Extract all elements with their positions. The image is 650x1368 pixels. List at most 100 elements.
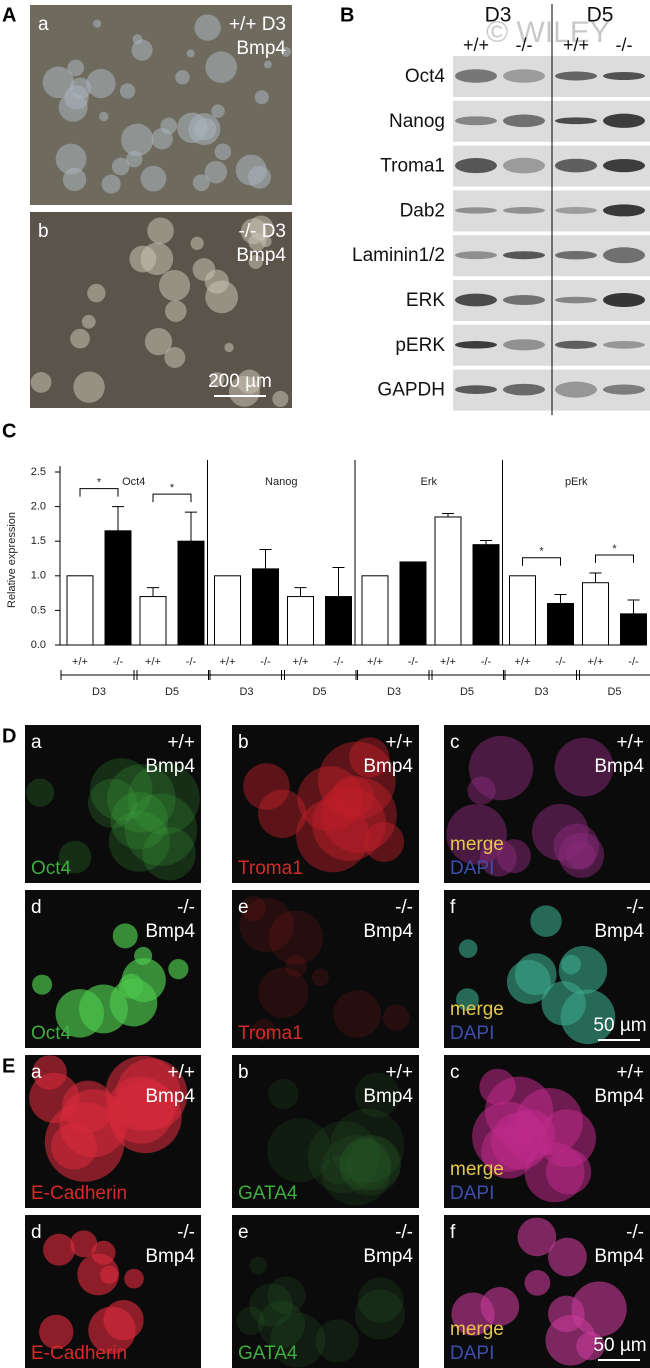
watermark: © WILEY [486, 16, 610, 49]
image-treatment: Bmp4 [236, 38, 286, 59]
image-treatment: Bmp4 [594, 1086, 644, 1107]
protein-label: ERK [406, 290, 445, 311]
significance-label: * [612, 543, 617, 555]
fluorescent-signal [517, 1217, 557, 1257]
image-genotype: -/- D3 [239, 221, 287, 242]
colony [164, 347, 186, 368]
colony [175, 70, 190, 85]
y-tick-label: 1.0 [31, 570, 46, 582]
fluorescent-signal [239, 897, 294, 953]
error-bar [147, 587, 159, 597]
genotype-header: -/- [516, 35, 533, 55]
fluorescent-signal [479, 1068, 516, 1106]
scale-bar-label: 50 µm [593, 1335, 646, 1356]
colony [62, 167, 87, 192]
blot-band [455, 207, 497, 214]
micrograph [232, 725, 419, 883]
day-bracket [208, 670, 285, 680]
image-letter: d [31, 897, 42, 918]
image-letter: b [238, 732, 249, 753]
fluorescent-signal [243, 763, 290, 810]
image-letter: a [38, 14, 49, 35]
colony [205, 51, 237, 83]
fluorescent-signal [268, 910, 324, 965]
fluorescent-signal [257, 789, 307, 839]
day-bracket [60, 670, 138, 680]
fluorescent-signal [490, 1112, 549, 1170]
colony [73, 371, 105, 403]
fluorescent-signal [312, 787, 387, 861]
image-treatment: Bmp4 [363, 1246, 413, 1267]
image-letter: a [31, 732, 42, 753]
colony [131, 39, 153, 61]
group-label: Erk [421, 476, 438, 488]
colony [186, 49, 195, 58]
micrograph [232, 1215, 419, 1368]
fluorescent-signal [107, 764, 176, 833]
fluorescent-signal [318, 741, 396, 820]
colony [111, 157, 130, 176]
stain-label: merge [450, 834, 504, 855]
stain-label: E-Cadherin [31, 1183, 127, 1204]
fluorescent-signal [249, 1283, 293, 1327]
blot-band [455, 385, 497, 394]
genotype-header: -/- [616, 35, 633, 55]
colony [204, 269, 229, 294]
error-bar [185, 511, 197, 542]
colony [194, 14, 221, 41]
fluorescent-signal [240, 895, 266, 921]
protein-label: GAPDH [377, 380, 445, 401]
fluorescent-signal [541, 981, 586, 1026]
day-label: D3 [239, 686, 253, 698]
fluorescent-signal [330, 1108, 405, 1183]
fluorescent-signal [383, 1004, 410, 1031]
fluorescent-signal [331, 775, 374, 818]
blot-band [555, 340, 597, 349]
colony [86, 68, 116, 99]
significance-label: * [97, 477, 102, 489]
fluorescent-signal [252, 1018, 275, 1042]
fluorescent-signal [249, 1256, 267, 1275]
image-treatment: Bmp4 [145, 921, 195, 942]
image-genotype: +/+ [168, 732, 195, 753]
colony [42, 66, 75, 99]
fluorescent-signal [124, 1268, 144, 1289]
fluorescent-signal [168, 959, 189, 980]
fluorescent-signal [270, 1312, 326, 1368]
day-label: D5 [607, 686, 621, 698]
x-tick-label: -/- [555, 656, 566, 668]
colony [224, 342, 234, 353]
fluorescent-signal [109, 1080, 182, 1154]
fluorescent-signal [358, 1277, 404, 1323]
colony [281, 46, 292, 57]
protein-label: pERK [395, 335, 445, 356]
y-tick-label: 2.5 [31, 466, 46, 478]
blot-band [503, 339, 545, 351]
blot-band [603, 113, 645, 128]
fluorescent-signal [315, 1319, 359, 1363]
bar [620, 613, 647, 646]
y-tick-label: 2.0 [31, 501, 46, 513]
fluorescent-signal [268, 1079, 299, 1110]
fluorescent-signal [91, 1240, 116, 1265]
colony [210, 372, 225, 387]
error-bar [294, 587, 307, 597]
fluorescent-signal [285, 955, 308, 978]
micrograph [232, 1055, 419, 1208]
bar [252, 568, 279, 646]
blot-band [455, 158, 497, 174]
group-label: pErk [565, 476, 588, 488]
colony [126, 150, 143, 168]
colony [240, 218, 267, 245]
day-bracket [576, 670, 650, 680]
fluorescent-signal [354, 1072, 400, 1118]
image-genotype: +/+ [617, 732, 644, 753]
image-treatment: Bmp4 [594, 921, 644, 942]
bar [287, 596, 314, 646]
blot-band [455, 341, 497, 349]
fluorescent-signal [58, 840, 92, 874]
bar [104, 530, 132, 646]
bar [177, 540, 205, 646]
colony [144, 328, 173, 356]
